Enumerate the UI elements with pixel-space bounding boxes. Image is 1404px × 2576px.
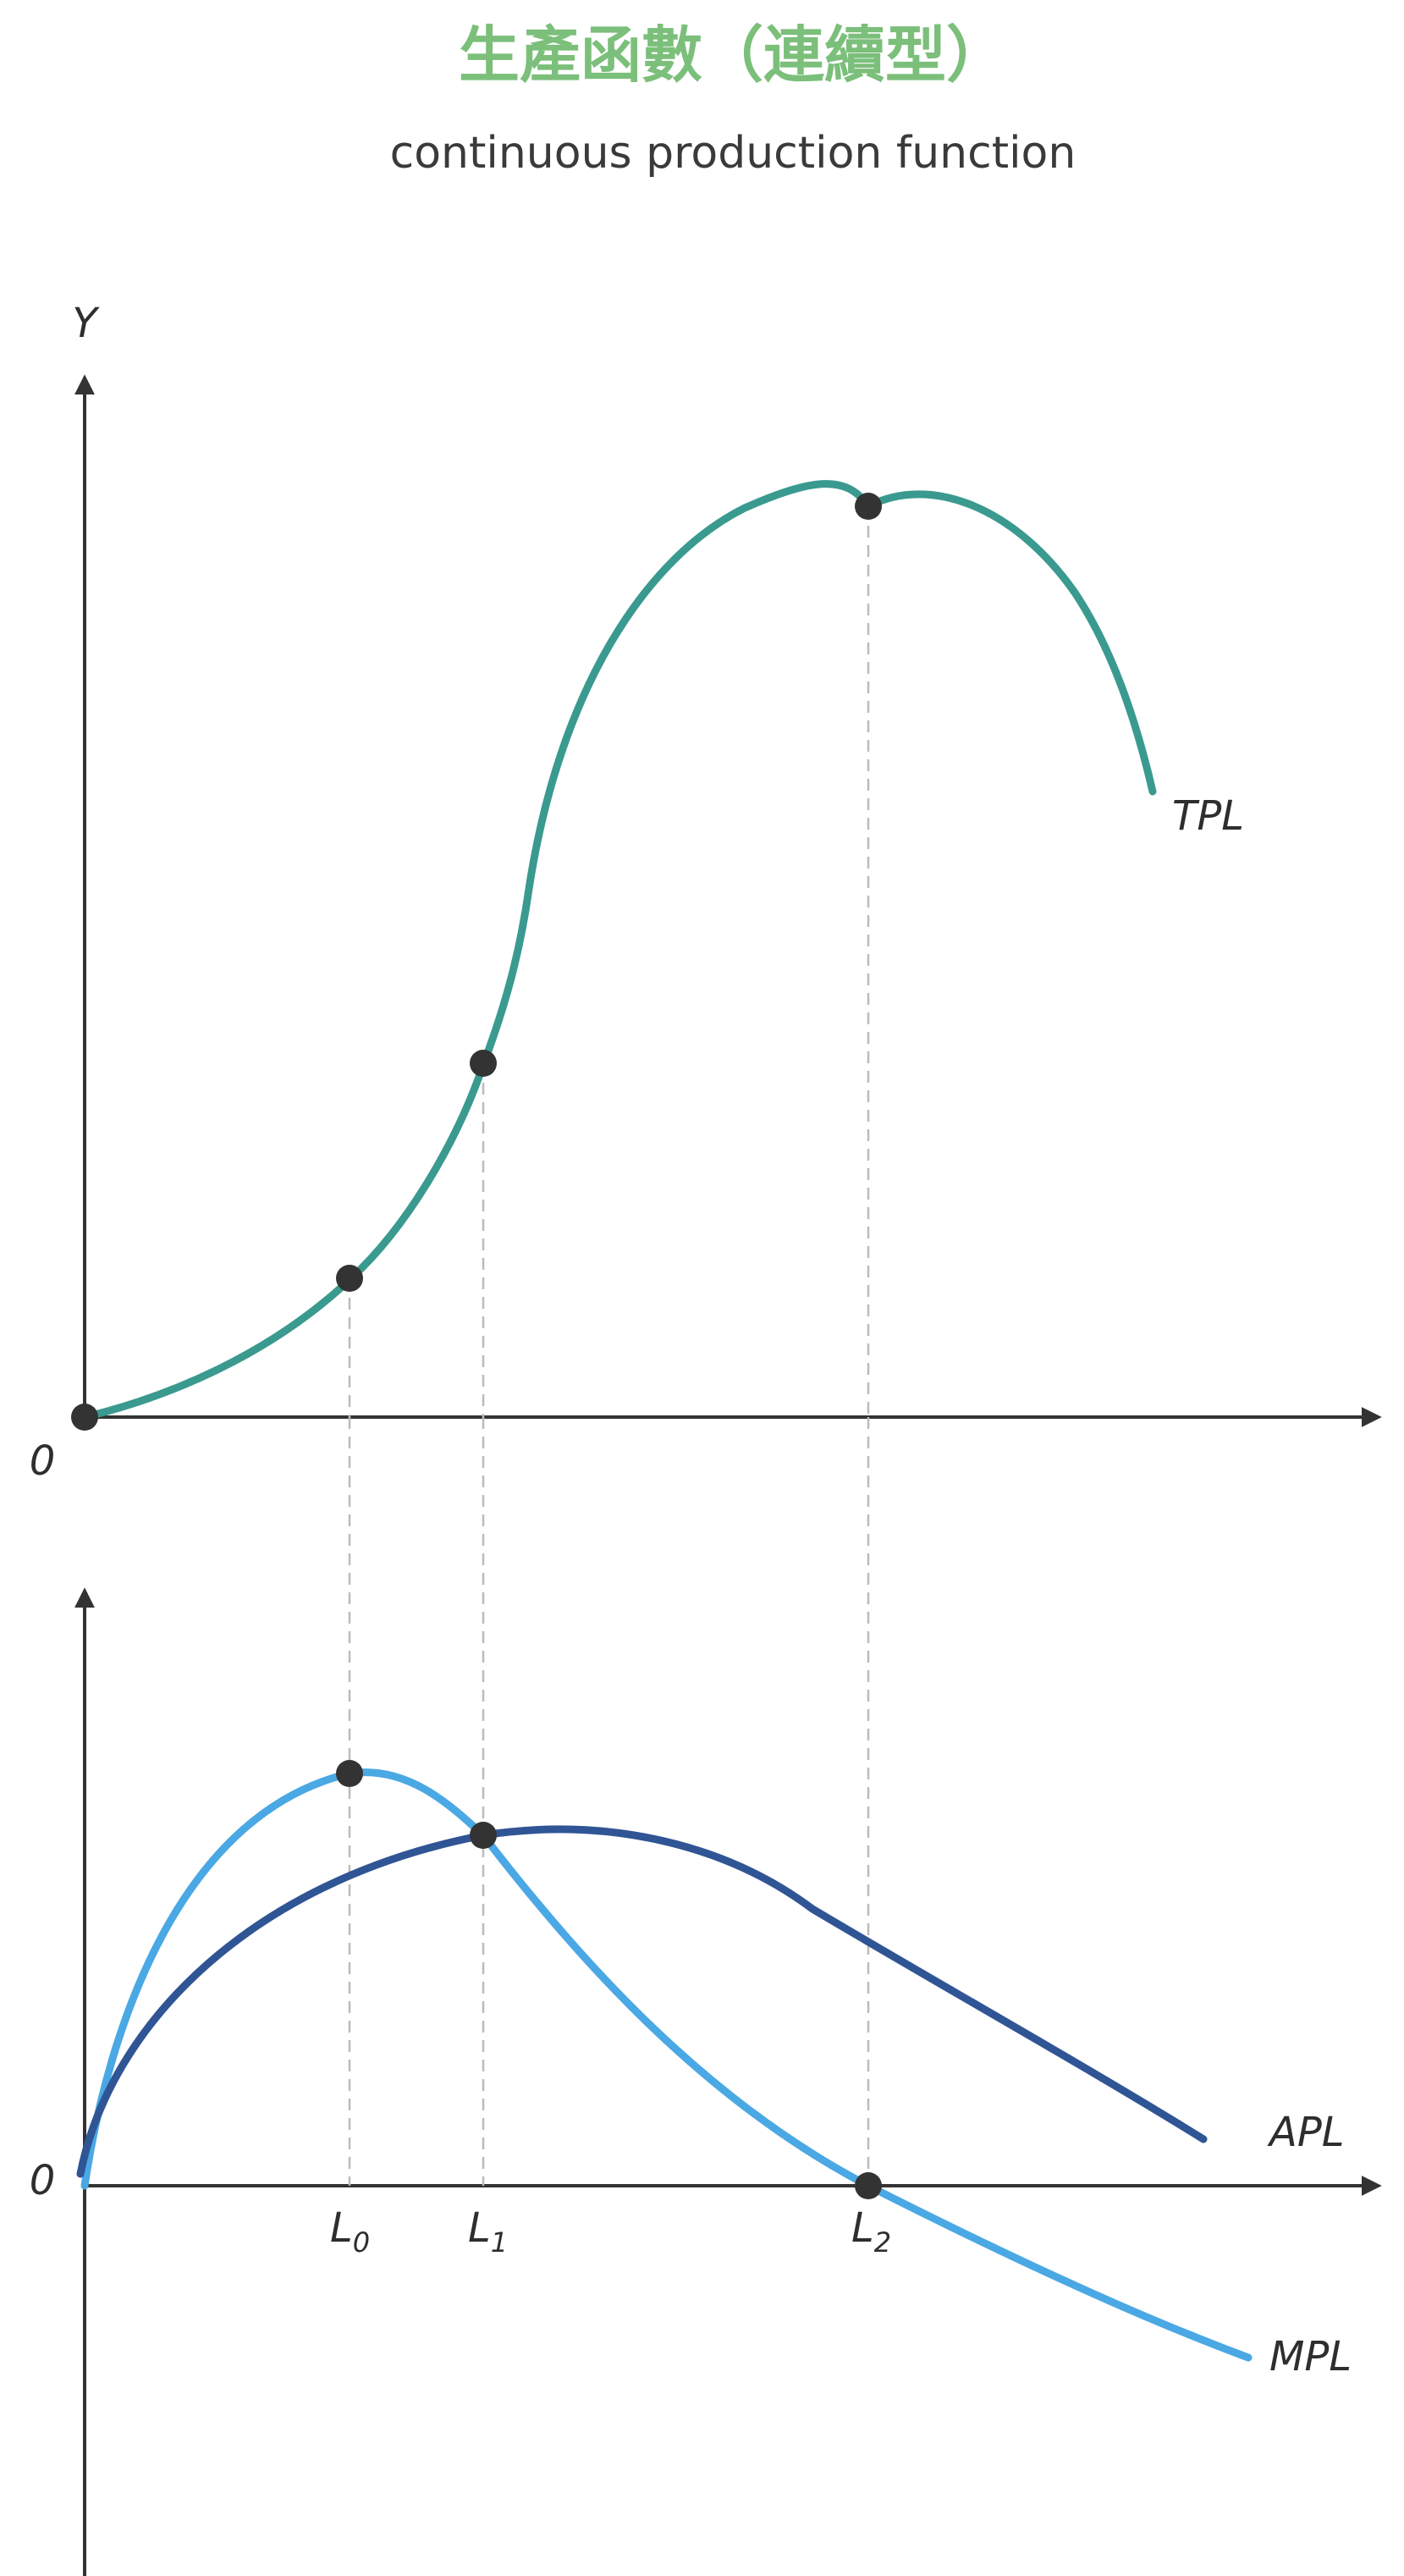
x-tick-l0: L0 <box>330 2204 370 2259</box>
apl-curve <box>76 1825 1208 2178</box>
top-origin-label: 0 <box>30 1437 56 1485</box>
mpl-label: MPL <box>1269 2333 1352 2380</box>
mpl-zero-point <box>855 2172 882 2199</box>
x-tick-l2: L2 <box>851 2204 891 2259</box>
tpl-max-point <box>855 493 882 520</box>
mpl-curve <box>80 1768 1253 2362</box>
figure-title: 生產函數（連續型） <box>459 19 1007 91</box>
tpl-point-l0 <box>336 1265 363 1292</box>
bottom-panel: 0 APL MPL L0 L1 L2 <box>30 1417 1382 2576</box>
tpl-point-l1 <box>470 1050 497 1077</box>
figure-subtitle: continuous production function <box>390 128 1076 179</box>
top-panel: Y 0 TPL <box>30 300 1382 1485</box>
apl-label: APL <box>1267 2109 1345 2156</box>
mpl-max-point <box>336 1760 363 1787</box>
apl-mpl-intersection-point <box>470 1822 497 1849</box>
x-tick-l1: L1 <box>468 2204 508 2259</box>
bottom-origin-label: 0 <box>30 2157 56 2204</box>
tpl-label: TPL <box>1172 792 1244 840</box>
tpl-curve <box>80 480 1157 1421</box>
tpl-origin-point <box>71 1404 98 1431</box>
y-axis-label: Y <box>72 300 100 347</box>
